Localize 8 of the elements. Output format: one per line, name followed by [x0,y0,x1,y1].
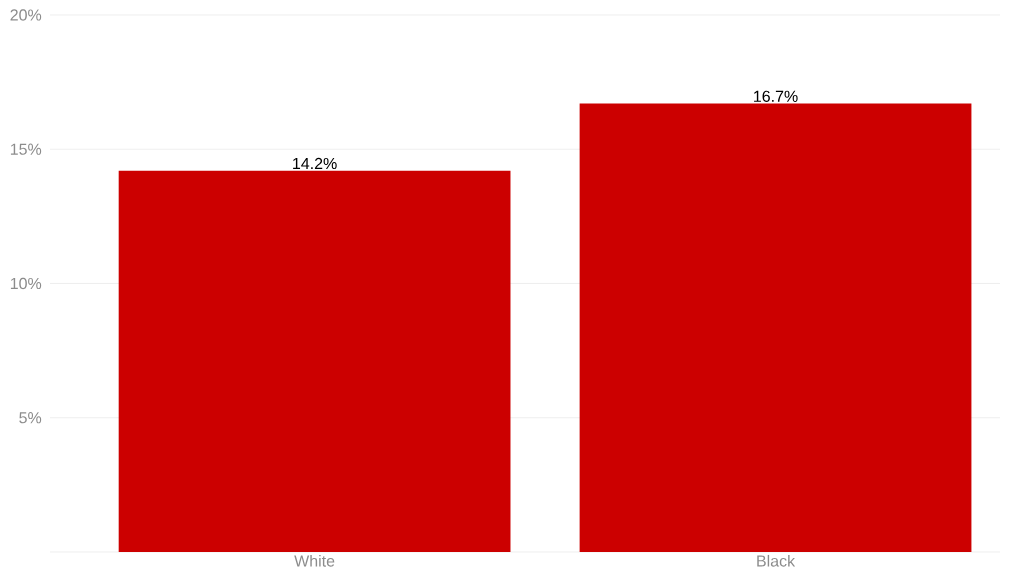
data-label: 16.7% [754,90,798,102]
x-tick-label: White [294,554,335,567]
y-tick-label: 15% [10,143,42,155]
x-tick-label: Black [757,554,796,567]
y-tick-label: 20% [10,9,42,21]
data-label: 14.2% [293,157,337,170]
y-tick-label: 10% [10,277,42,290]
y-tick-label: 5% [19,412,42,424]
